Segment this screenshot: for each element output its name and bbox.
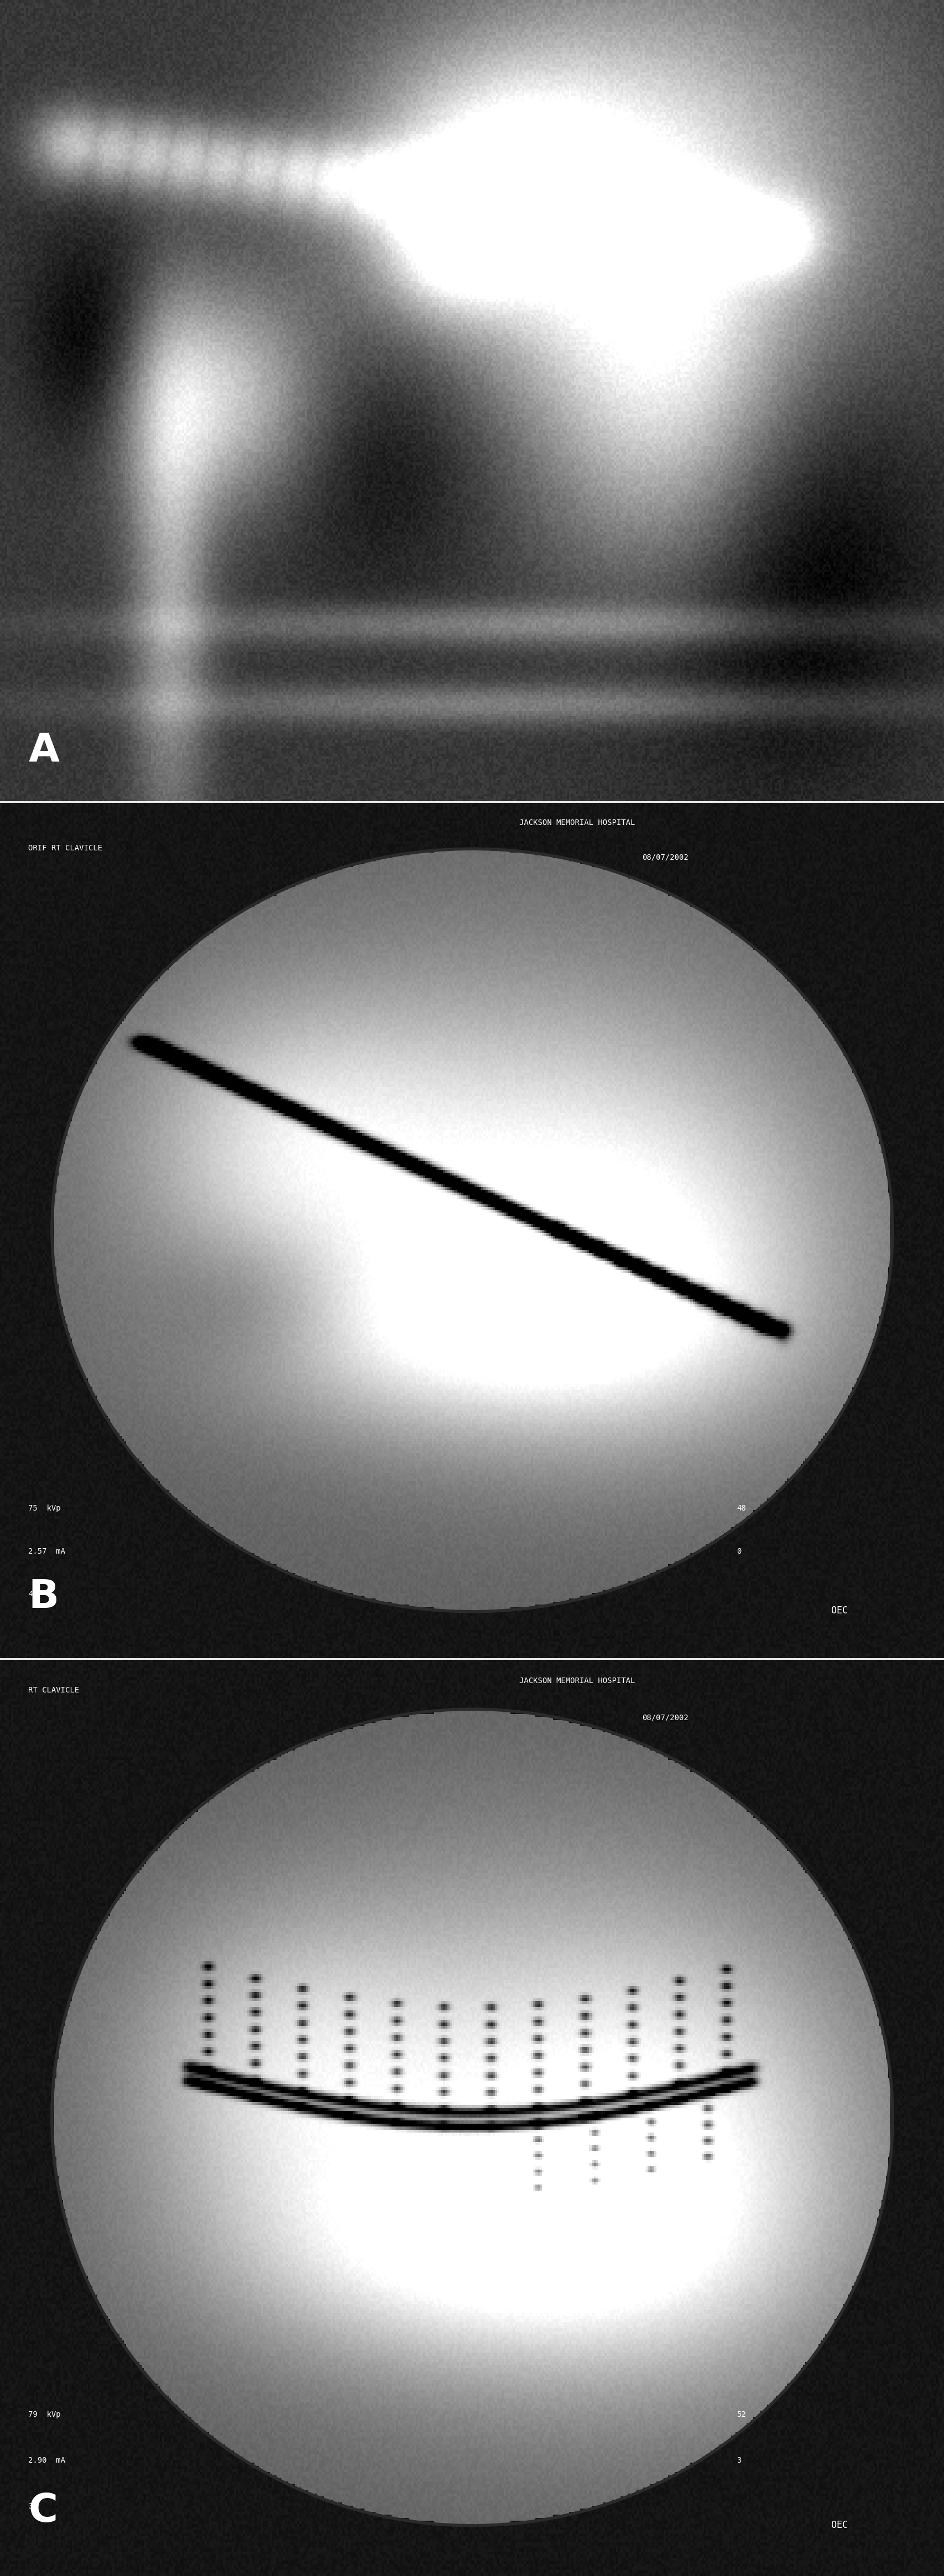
Text: 2.57  mA: 2.57 mA	[28, 1548, 65, 1556]
Text: 0: 0	[736, 1548, 741, 1556]
Text: 4: 4	[28, 1589, 33, 1597]
Text: 79  kVp: 79 kVp	[28, 2411, 60, 2419]
Text: OEC: OEC	[831, 2519, 848, 2530]
Text: 08/07/2002: 08/07/2002	[642, 1713, 688, 1721]
Text: C: C	[28, 2491, 58, 2530]
Text: 08/07/2002: 08/07/2002	[642, 853, 688, 860]
Text: JACKSON MEMORIAL HOSPITAL: JACKSON MEMORIAL HOSPITAL	[519, 819, 635, 827]
Text: 3: 3	[28, 2504, 33, 2512]
Text: B: B	[28, 1577, 59, 1615]
Text: A: A	[28, 732, 59, 770]
Text: 3: 3	[736, 2458, 741, 2465]
Text: JACKSON MEMORIAL HOSPITAL: JACKSON MEMORIAL HOSPITAL	[519, 1677, 635, 1685]
Text: ORIF RT CLAVICLE: ORIF RT CLAVICLE	[28, 845, 102, 853]
Text: 48: 48	[736, 1504, 746, 1512]
Text: RT CLAVICLE: RT CLAVICLE	[28, 1687, 79, 1695]
Text: 52: 52	[736, 2411, 746, 2419]
Text: 75  kVp: 75 kVp	[28, 1504, 60, 1512]
Text: OEC: OEC	[831, 1605, 848, 1615]
Text: 2.90  mA: 2.90 mA	[28, 2458, 65, 2465]
